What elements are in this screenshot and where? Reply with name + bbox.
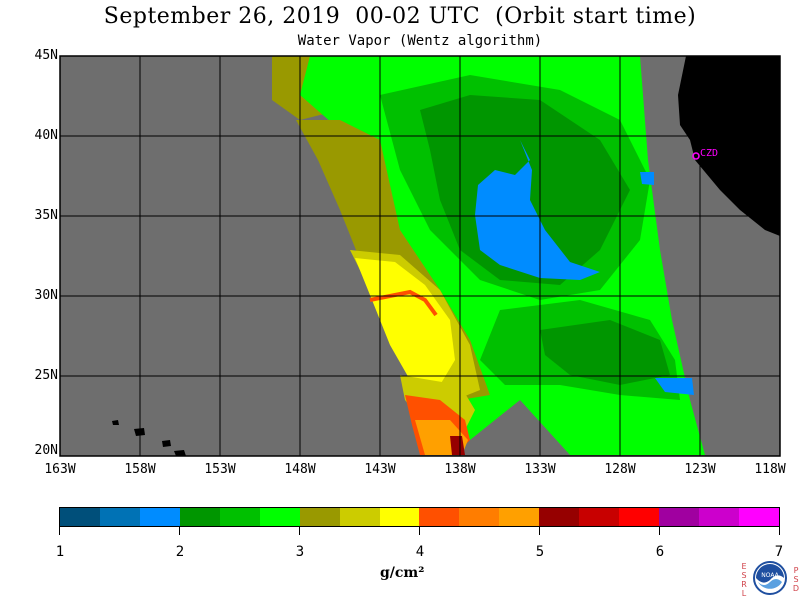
swath-darkgreen-patch bbox=[540, 320, 670, 385]
lat-label: 45N bbox=[34, 48, 58, 63]
lon-label: 123W bbox=[684, 462, 716, 477]
colorbar-tick bbox=[419, 527, 420, 535]
colorbar-label: 5 bbox=[535, 544, 545, 560]
swath-darkred-spot bbox=[450, 436, 465, 455]
colorbar-tick bbox=[59, 527, 60, 535]
logo-letter: E bbox=[741, 562, 747, 571]
swath-blue-spot bbox=[655, 378, 694, 395]
lon-label: 118W bbox=[754, 462, 786, 477]
lon-label: 163W bbox=[44, 462, 76, 477]
colorbar-label: 6 bbox=[655, 544, 665, 560]
station-label: CZD bbox=[700, 148, 718, 159]
colorbar-swatch bbox=[99, 508, 140, 526]
colorbar-swatch bbox=[60, 508, 100, 526]
lat-label: 25N bbox=[34, 368, 58, 383]
colorbar-swatch bbox=[339, 508, 380, 526]
lon-label: 143W bbox=[364, 462, 396, 477]
lon-label: 138W bbox=[444, 462, 476, 477]
swath-blue-spot bbox=[640, 172, 654, 185]
land-california bbox=[678, 56, 780, 236]
logo-letter: L bbox=[741, 589, 747, 598]
land-hawaii bbox=[174, 450, 186, 456]
lat-label: 35N bbox=[34, 208, 58, 223]
colorbar-tick bbox=[179, 527, 180, 535]
colorbar-swatch bbox=[179, 508, 220, 526]
noaa-logo: E S R L NOAA P S D bbox=[740, 556, 800, 600]
colorbar-swatch bbox=[259, 508, 300, 526]
lon-label: 153W bbox=[204, 462, 236, 477]
map-frame bbox=[59, 55, 781, 457]
logo-letter: P bbox=[793, 566, 799, 575]
colorbar-swatch bbox=[139, 508, 180, 526]
logo-letter: D bbox=[792, 584, 800, 593]
colorbar-swatch bbox=[539, 508, 580, 526]
colorbar-swatch bbox=[219, 508, 260, 526]
swath-blue-dry-pocket bbox=[475, 140, 600, 280]
colorbar-swatch bbox=[299, 508, 340, 526]
colorbar-swatch bbox=[619, 508, 660, 526]
colorbar bbox=[59, 507, 780, 527]
colorbar-label: 7 bbox=[774, 544, 784, 560]
lat-label: 30N bbox=[34, 288, 58, 303]
colorbar-units: g/cm² bbox=[380, 565, 425, 581]
colorbar-label: 4 bbox=[415, 544, 425, 560]
swath-orange-streak bbox=[369, 289, 438, 317]
logo-name: NOAA bbox=[761, 572, 779, 579]
colorbar-swatch bbox=[379, 508, 420, 526]
station-marker bbox=[692, 152, 700, 160]
noaa-emblem-icon: NOAA bbox=[753, 561, 787, 595]
colorbar-swatch bbox=[659, 508, 699, 526]
land-hawaii bbox=[112, 420, 119, 425]
logo-letter: R bbox=[741, 580, 747, 589]
lon-label: 133W bbox=[524, 462, 556, 477]
colorbar-tick bbox=[299, 527, 300, 535]
lon-label: 158W bbox=[124, 462, 156, 477]
lat-label: 40N bbox=[34, 128, 58, 143]
colorbar-swatch bbox=[499, 508, 540, 526]
logo-letter: S bbox=[741, 571, 747, 580]
colorbar-swatch bbox=[699, 508, 739, 526]
colorbar-label: 1 bbox=[55, 544, 65, 560]
colorbar-swatch bbox=[738, 508, 779, 526]
colorbar-tick bbox=[659, 527, 660, 535]
lon-label: 128W bbox=[604, 462, 636, 477]
logo-letter: S bbox=[793, 575, 799, 584]
land-hawaii bbox=[162, 440, 171, 447]
colorbar-swatch bbox=[579, 508, 620, 526]
map-title: September 26, 2019 00-02 UTC (Orbit star… bbox=[103, 4, 697, 29]
lat-label: 20N bbox=[34, 443, 58, 458]
colorbar-label: 2 bbox=[175, 544, 185, 560]
colorbar-swatch bbox=[419, 508, 460, 526]
map-subtitle: Water Vapor (Wentz algorithm) bbox=[297, 33, 543, 49]
lat-lon-grid bbox=[60, 56, 780, 456]
colorbar-label: 3 bbox=[295, 544, 305, 560]
colorbar-tick bbox=[779, 527, 780, 535]
colorbar-swatch bbox=[459, 508, 500, 526]
lon-label: 148W bbox=[284, 462, 316, 477]
colorbar-tick bbox=[539, 527, 540, 535]
